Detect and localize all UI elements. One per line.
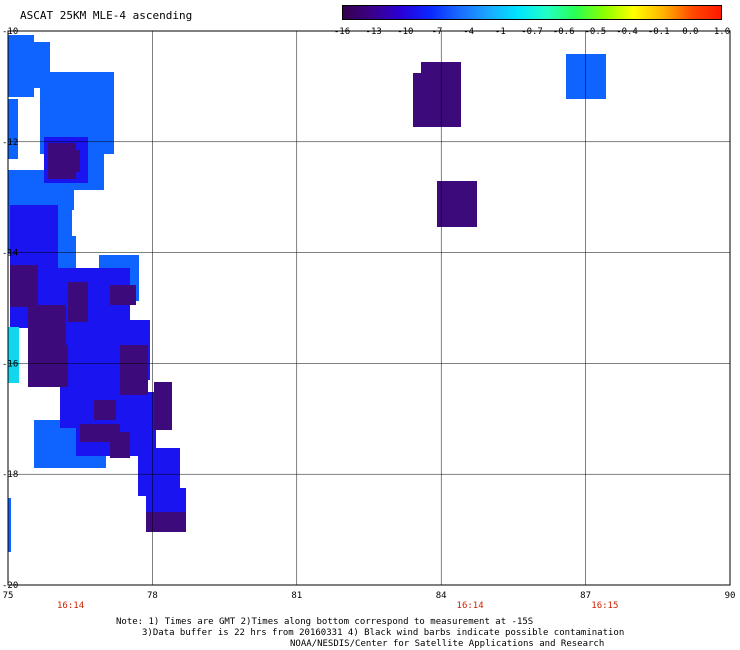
swath-cell (437, 181, 477, 227)
colorbar-label: -1 (494, 27, 506, 37)
latitude-tick-label: -12 (2, 138, 18, 148)
latitude-tick-label: -16 (2, 359, 18, 369)
swath-cell (8, 327, 19, 383)
time-label: 16:14 (57, 601, 85, 611)
colorbar-label: -0.6 (552, 27, 575, 37)
swath-cell (110, 432, 130, 458)
latitude-tick-label: -10 (2, 27, 18, 37)
plot-frame (7, 30, 731, 586)
swath-cell (566, 54, 606, 99)
time-label: 16:15 (591, 601, 619, 611)
colorbar-label: -0.7 (521, 27, 543, 37)
map-title: ASCAT 25KM MLE-4 ascending (20, 9, 193, 22)
swath-cell (10, 205, 58, 273)
swath-cell (10, 265, 38, 307)
latitude-tick-label: -18 (2, 470, 18, 480)
swath-cell (68, 282, 88, 322)
time-label: 16:14 (456, 601, 484, 611)
swath-cell (146, 512, 186, 532)
swath-cell (28, 345, 68, 387)
note-line-3: NOAA/NESDIS/Center for Satellite Applica… (290, 639, 605, 649)
colorbar-label: -0.5 (584, 27, 607, 37)
swath-layer (8, 35, 606, 552)
colorbar-label: -0.4 (616, 27, 638, 37)
swath-cell (413, 73, 461, 127)
swath-cell (110, 285, 136, 305)
colorbar-label: -13 (365, 27, 382, 37)
swath-cell (154, 382, 172, 430)
latitude-tick-label: -14 (2, 249, 18, 259)
note-line-2: 3)Data buffer is 22 hrs from 20160331 4)… (142, 628, 625, 638)
colorbar-label: -10 (397, 27, 414, 37)
colorbar-label: 0.0 (682, 27, 699, 37)
colorbar-label: -7 (431, 27, 443, 37)
swath-cell (8, 498, 11, 552)
swath-cell (120, 345, 148, 395)
longitude-tick-label: 87 (580, 591, 591, 601)
longitude-tick-label: 84 (436, 591, 447, 601)
longitude-tick-label: 78 (147, 591, 158, 601)
colorbar-label: 1.0 (713, 27, 731, 37)
latitude-tick-label: -20 (2, 581, 18, 591)
longitude-tick-label: 75 (3, 591, 14, 601)
colorbar (342, 5, 722, 20)
longitude-tick-label: 90 (725, 591, 736, 601)
swath-cell (60, 150, 80, 172)
colorbar-label: -0.1 (647, 27, 670, 37)
note-line-1: Note: 1) Times are GMT 2)Times along bot… (116, 617, 534, 627)
colorbar-label: -16 (333, 27, 351, 37)
swath-cell (94, 400, 116, 420)
swath-cell (8, 99, 18, 159)
longitude-labels: 75 78 81 84 87 90 (3, 591, 736, 601)
colorbar-label: -4 (463, 27, 475, 37)
longitude-tick-label: 81 (291, 591, 302, 601)
latitude-labels: -10 -12 -14 -16 -18 -20 (2, 27, 18, 591)
